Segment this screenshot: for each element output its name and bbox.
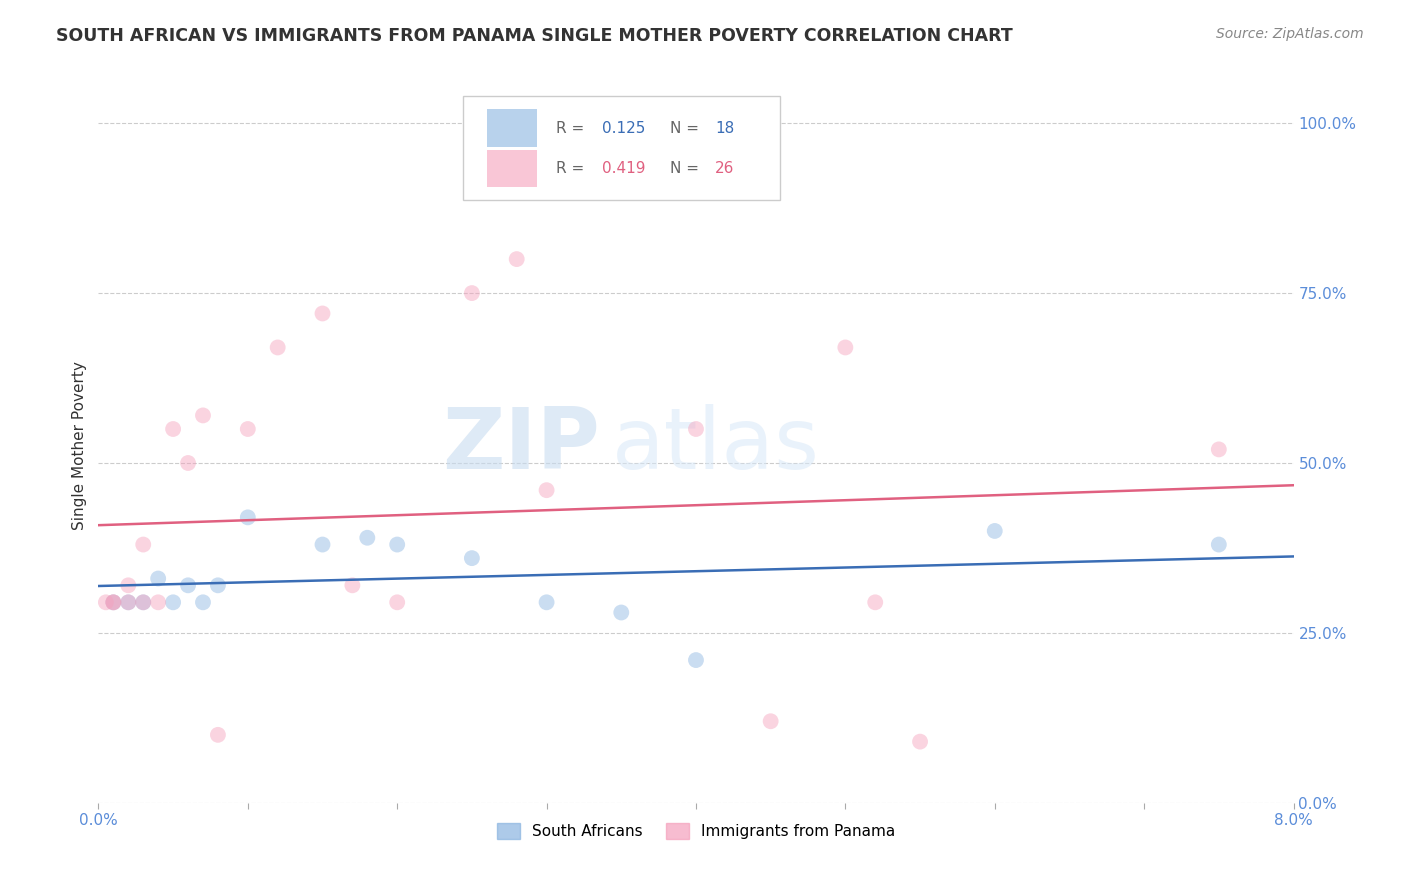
Point [162, 422, 184, 436]
Point [207, 578, 229, 592]
Point [865, 595, 887, 609]
Point [236, 422, 259, 436]
Text: N =: N = [669, 161, 703, 176]
Text: 0.419: 0.419 [602, 161, 645, 176]
Point [610, 606, 633, 620]
Point [506, 252, 529, 266]
Point [385, 537, 409, 551]
Point [342, 578, 364, 592]
Point [908, 734, 931, 748]
Point [461, 551, 484, 566]
Point [94, 595, 117, 609]
Text: 26: 26 [716, 161, 734, 176]
Point [267, 341, 290, 355]
Point [191, 595, 214, 609]
Text: SOUTH AFRICAN VS IMMIGRANTS FROM PANAMA SINGLE MOTHER POVERTY CORRELATION CHART: SOUTH AFRICAN VS IMMIGRANTS FROM PANAMA … [56, 27, 1012, 45]
Point [148, 595, 170, 609]
Text: N =: N = [669, 120, 703, 136]
Point [103, 595, 125, 609]
FancyBboxPatch shape [463, 96, 780, 200]
Text: ZIP: ZIP [443, 404, 600, 488]
Point [461, 286, 484, 301]
Point [207, 728, 229, 742]
Point [132, 537, 155, 551]
Point [148, 572, 170, 586]
Point [536, 595, 558, 609]
Text: atlas: atlas [613, 404, 820, 488]
Point [1208, 537, 1230, 551]
Point [132, 595, 155, 609]
Point [984, 524, 1007, 538]
Text: R =: R = [557, 161, 589, 176]
Point [103, 595, 125, 609]
Point [759, 714, 782, 729]
Text: R =: R = [557, 120, 589, 136]
Point [685, 653, 707, 667]
Legend: South Africans, Immigrants from Panama: South Africans, Immigrants from Panama [491, 817, 901, 845]
Text: 18: 18 [716, 120, 734, 136]
Point [834, 341, 856, 355]
FancyBboxPatch shape [486, 150, 537, 186]
Point [162, 595, 184, 609]
Point [191, 409, 214, 423]
Text: 0.125: 0.125 [602, 120, 645, 136]
Point [385, 595, 409, 609]
Point [536, 483, 558, 498]
Point [685, 422, 707, 436]
Point [311, 306, 333, 320]
Point [117, 578, 139, 592]
Point [311, 537, 333, 551]
FancyBboxPatch shape [486, 110, 537, 146]
Point [177, 456, 200, 470]
Point [132, 595, 155, 609]
Text: Source: ZipAtlas.com: Source: ZipAtlas.com [1216, 27, 1364, 41]
Point [117, 595, 139, 609]
Point [356, 531, 378, 545]
Y-axis label: Single Mother Poverty: Single Mother Poverty [72, 361, 87, 531]
Point [103, 595, 125, 609]
Point [1208, 442, 1230, 457]
Point [236, 510, 259, 524]
Point [177, 578, 200, 592]
Point [117, 595, 139, 609]
